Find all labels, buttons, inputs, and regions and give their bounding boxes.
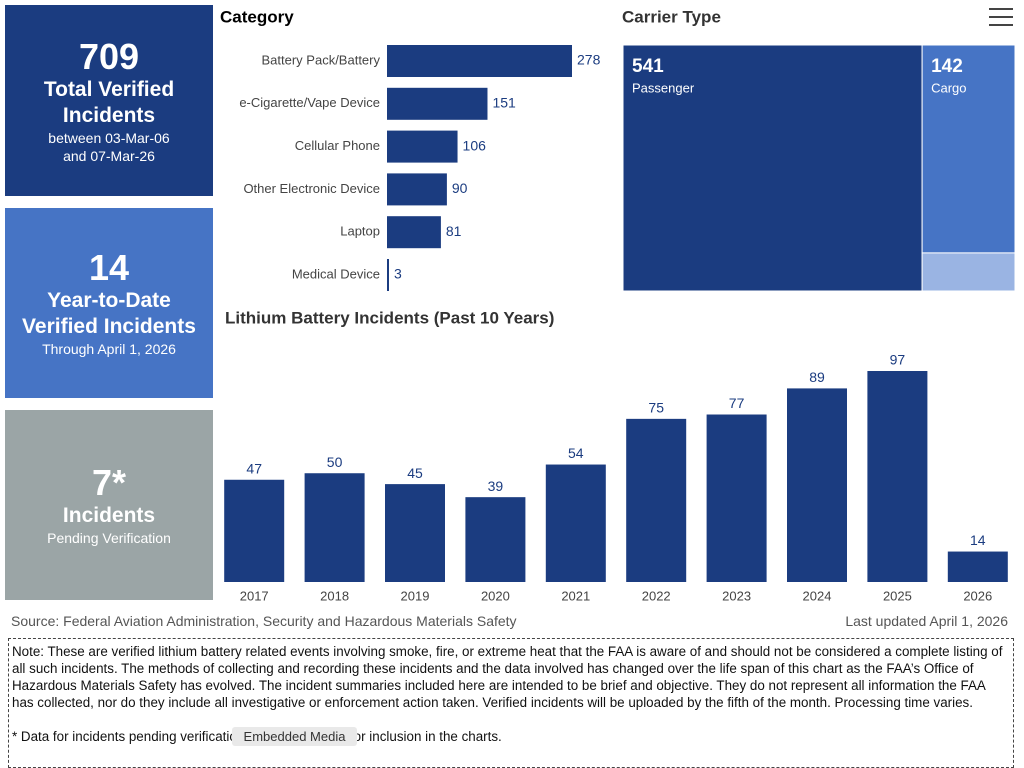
treemap-cell [921, 44, 1016, 254]
category-label: Laptop [340, 224, 380, 239]
kpi-value: 14 [88, 247, 130, 288]
cell-value: 541 [632, 56, 664, 77]
kpi-label: Incidents [62, 504, 156, 527]
bar [867, 371, 928, 582]
category-label: Medical Device [292, 266, 380, 281]
last-updated: Last updated April 1, 2026 [845, 613, 1008, 629]
bar [387, 130, 458, 163]
category-label: Battery Pack/Battery [262, 52, 381, 67]
value-label: 50 [327, 454, 343, 470]
value-label: 3 [394, 266, 402, 282]
kpi-label: Total Verified Incidents [43, 77, 175, 127]
bar [387, 173, 447, 206]
bar [304, 473, 365, 582]
chart-title: Carrier Type [622, 7, 721, 26]
kpi-card: 7* Incidents Pending Verification [5, 410, 213, 600]
category-label: e-Cigarette/Vape Device [239, 95, 380, 110]
treemap-cell [921, 252, 1016, 292]
value-label: 90 [452, 180, 468, 196]
kpi-label: Year-to-Date Verified Incidents [22, 289, 196, 338]
value-label: 97 [890, 352, 906, 368]
value-label: 77 [729, 395, 745, 411]
note-box: Note: These are verified lithium battery… [8, 638, 1014, 768]
bar [387, 216, 441, 249]
value-label: 89 [809, 369, 825, 385]
menu-button[interactable] [989, 8, 1013, 26]
value-label: 54 [568, 445, 584, 461]
cell-label: Passenger [632, 80, 695, 95]
kpi-sub: Pending Verification [47, 530, 171, 546]
bar [626, 418, 687, 582]
bar [224, 479, 285, 582]
bar [706, 414, 767, 582]
bar [385, 484, 445, 582]
charts: Category Carrier Type Lithium Battery In… [220, 7, 1016, 603]
bar [545, 464, 606, 582]
category-label: Other Electronic Device [243, 181, 380, 196]
x-tick-label: 2020 [481, 588, 510, 603]
x-tick-label: 2018 [320, 588, 349, 603]
footnote: * Data for incidents pending verificatio… [12, 729, 502, 744]
chart-title: Lithium Battery Incidents (Past 10 Years… [225, 308, 554, 327]
value-label: 39 [488, 478, 504, 494]
cell-label: Cargo [931, 80, 966, 95]
tooltip: Embedded Media [232, 727, 357, 746]
value-label: 81 [446, 223, 462, 239]
value-label: 278 [577, 52, 601, 68]
kpi-value: 7* [91, 462, 127, 503]
x-tick-label: 2017 [240, 588, 269, 603]
value-label: 14 [970, 532, 986, 548]
bar [387, 87, 488, 120]
value-label: 45 [407, 465, 423, 481]
value-label: 75 [648, 400, 664, 416]
value-label: 106 [463, 137, 487, 153]
x-tick-label: 2025 [883, 588, 912, 603]
cell-value: 142 [931, 56, 963, 77]
x-tick-label: 2026 [963, 588, 992, 603]
kpi-sub: between 03-Mar-06 and 07-Mar-26 [48, 129, 170, 164]
x-tick-label: 2023 [722, 588, 751, 603]
bar [787, 388, 847, 582]
kpi-card: 709 Total Verified Incidents between 03-… [5, 5, 213, 196]
bar [387, 45, 572, 77]
x-tick-label: 2024 [803, 588, 832, 603]
source: Source: Federal Aviation Administration,… [11, 613, 517, 629]
value-label: 151 [492, 95, 516, 111]
x-tick-label: 2019 [401, 588, 430, 603]
note: Note: These are verified lithium battery… [12, 644, 1003, 710]
chart-title: Category [220, 7, 294, 26]
bar [387, 259, 389, 291]
bar [465, 497, 526, 582]
kpi-sub: Through April 1, 2026 [42, 341, 176, 357]
value-label: 47 [246, 460, 262, 476]
category-label: Cellular Phone [295, 138, 380, 153]
treemap-cell [622, 44, 923, 292]
x-tick-label: 2022 [642, 588, 671, 603]
bar [947, 551, 1008, 582]
x-tick-label: 2021 [561, 588, 590, 603]
kpi-value: 709 [78, 35, 140, 77]
kpi-card: 14 Year-to-Date Verified Incidents Throu… [5, 208, 213, 398]
